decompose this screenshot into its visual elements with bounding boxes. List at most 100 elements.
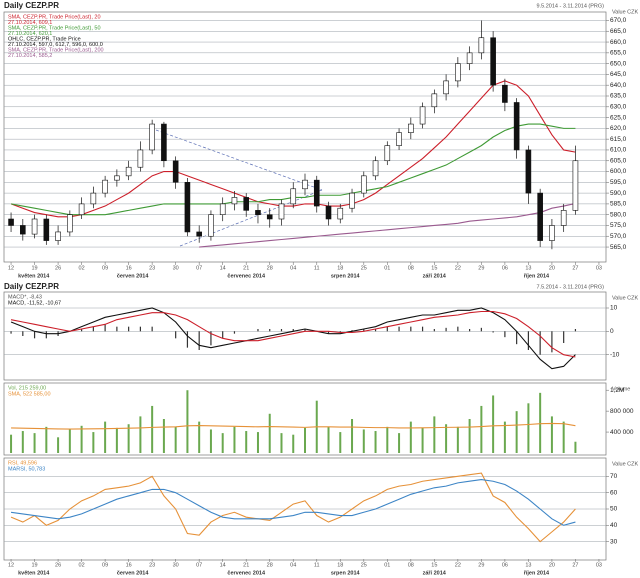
candle-body	[513, 102, 520, 151]
candle-body	[572, 160, 579, 211]
volume-bar	[433, 416, 436, 453]
month-label: červen 2014	[117, 273, 149, 279]
x-tick-label: 03	[596, 562, 602, 568]
x-tick-label: 04	[290, 265, 296, 271]
x-tick-label: 13	[525, 265, 531, 271]
candle-body	[184, 182, 191, 233]
y-tick-label: 570,0	[610, 233, 627, 240]
x-tick-label: 28	[267, 562, 273, 568]
y-tick-label: 565,0	[610, 244, 627, 251]
volume-panel	[3, 382, 607, 456]
x-tick-label: 20	[549, 265, 555, 271]
volume-bar	[456, 426, 459, 453]
candle-body	[137, 149, 144, 168]
volume-bar	[280, 433, 283, 453]
x-tick-label: 09	[102, 265, 108, 271]
x-tick-label: 15	[431, 562, 437, 568]
candle-body	[20, 225, 26, 235]
date-range: 9.5.2014 - 3.11.2014 (PRG)	[537, 3, 605, 9]
volume-average	[11, 422, 576, 430]
volume-bar	[550, 416, 553, 453]
candle-body	[349, 192, 355, 209]
volume-bar	[304, 427, 306, 453]
legend-entry: MARSI, 50,783	[8, 466, 45, 472]
legend-entry: 27.10.2014, 609,1	[8, 20, 52, 26]
legend-entry: MACD, -11,52, -10,67	[8, 300, 61, 306]
volume-bar	[362, 429, 365, 453]
candle-body	[67, 214, 73, 233]
candle-body	[537, 192, 543, 241]
month-label: srpen 2014	[331, 273, 361, 279]
x-tick-label: 16	[126, 562, 132, 568]
volume-bar	[115, 427, 118, 453]
x-tick-label: 11	[314, 265, 320, 271]
x-tick-label: 18	[337, 265, 343, 271]
y-tick-label: 610,0	[610, 147, 627, 154]
x-tick-label: 25	[361, 265, 367, 271]
volume-bar	[503, 421, 506, 453]
candle-body	[302, 179, 308, 190]
volume-bar	[198, 421, 201, 453]
volume-bar	[233, 426, 236, 453]
legend-entry: SMA, CEZP.PR, Trade Price(Last), 50	[8, 25, 101, 31]
legend-entry: OHLC, CEZP.PR, Trade Price	[8, 36, 81, 42]
candle-body	[396, 132, 402, 146]
month-label: květen 2014	[18, 570, 50, 576]
candle-body	[313, 179, 320, 207]
candle-body	[78, 203, 85, 215]
x-tick-label: 26	[55, 562, 61, 568]
macd-panel	[3, 291, 607, 381]
volume-bar	[421, 427, 424, 453]
y-tick-label: 630,0	[610, 104, 627, 111]
legend-entry: MACD*, -8,43	[8, 294, 42, 300]
x-tick-label: 12	[8, 562, 14, 568]
y-tick-label: 640,0	[610, 82, 627, 89]
candle-body	[102, 179, 108, 194]
candle-body	[266, 214, 273, 220]
x-tick-label: 02	[79, 562, 85, 568]
volume-bar	[245, 431, 248, 453]
candle-body	[560, 210, 567, 226]
candle-body	[337, 207, 344, 220]
volume-bar	[127, 424, 130, 453]
price-panel	[3, 11, 607, 263]
x-tick-label: 29	[478, 265, 484, 271]
volume-bar	[527, 403, 530, 453]
candle-body	[384, 145, 391, 162]
axis-label: Volume	[612, 386, 630, 392]
x-tick-label: 30	[173, 562, 179, 568]
candle-body	[443, 80, 449, 95]
candle-body	[466, 52, 473, 64]
candle-body	[408, 123, 414, 133]
candle-body	[325, 205, 332, 220]
volume-bar	[256, 432, 259, 453]
volume-bar	[374, 431, 377, 453]
legend-entry: SMA, CEZP.PR, Trade Price(Last), 200	[8, 47, 104, 53]
candle-body	[290, 188, 297, 205]
y-tick-label: 580,0	[610, 211, 627, 218]
month-label: září 2014	[423, 273, 447, 279]
volume-bar	[398, 433, 401, 453]
x-tick-label: 27	[572, 265, 578, 271]
trend-line	[179, 189, 323, 247]
volume-bar	[221, 433, 224, 453]
candle-body	[149, 123, 155, 151]
y-tick-label: 590,0	[610, 190, 627, 197]
x-tick-label: 08	[408, 562, 414, 568]
candle-body	[502, 84, 508, 103]
rsi-line	[10, 479, 576, 526]
axis-label: Value CZK	[612, 461, 639, 467]
x-tick-label: 23	[149, 562, 155, 568]
x-tick-label: 26	[55, 265, 61, 271]
volume-bar	[468, 419, 471, 453]
y-tick-label: 595,0	[610, 179, 627, 186]
x-tick-label: 01	[384, 265, 390, 271]
legend-entry: Vol, 215 259,00	[8, 385, 46, 391]
y-tick-label: 70	[610, 473, 618, 480]
legend-entry: 27.10.2014, 620,1	[8, 31, 52, 37]
x-tick-label: 01	[384, 562, 390, 568]
x-tick-label: 02	[79, 265, 85, 271]
y-tick-label: 50	[610, 506, 618, 513]
volume-bar	[92, 432, 95, 453]
